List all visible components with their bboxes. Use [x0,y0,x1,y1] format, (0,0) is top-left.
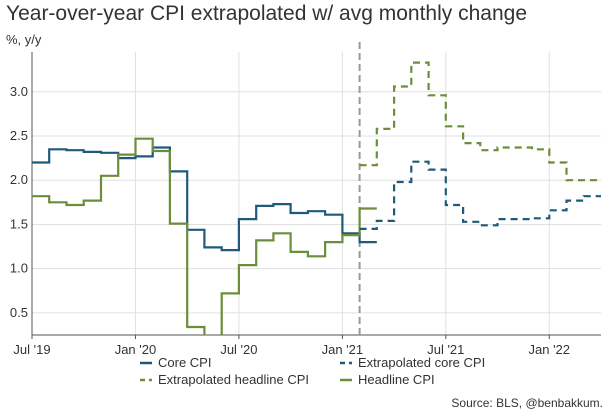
y-axis-unit-label: %, y/y [6,32,42,47]
y-tick-label: 1.0 [10,261,28,276]
source-note: Source: BLS, @benbakkum. [451,396,603,410]
y-tick-label: 0.5 [10,305,28,320]
legend-label-extrapolated-core-cpi: Extrapolated core CPI [358,355,485,370]
axes: 0.5 1.0 1.5 2.0 2.5 3.0 Jul '19 Jan '20 Jul '20 J… [10,42,601,357]
legend-label-core-cpi: Core CPI [158,355,211,370]
x-tick-label: Jan '21 [322,342,364,357]
legend: Core CPI Extrapolated core CPI Extrapolate… [140,355,485,387]
legend-label-extrapolated-headline-cpi: Extrapolated headline CPI [158,372,309,387]
y-tick-label: 2.0 [10,172,28,187]
y-tick-label: 2.5 [10,128,28,143]
series-line-core-cpi [32,146,377,252]
x-tick-label: Jan '20 [115,342,157,357]
series-line-extrapolated-headline-cpi [359,61,601,182]
series-line-extrapolated-core-cpi [359,160,601,230]
x-tick-label: Jan '22 [529,342,571,357]
chart-title: Year-over-year CPI extrapolated w/ avg m… [6,2,528,25]
y-tick-label: 3.0 [10,84,28,99]
legend-label-headline-cpi: Headline CPI [358,372,435,387]
x-tick-label: Jul '19 [13,342,50,357]
series-line-headline-cpi [32,137,377,335]
x-tick-label: Jul '21 [427,342,464,357]
gridlines [31,52,601,335]
series-lines [32,61,601,335]
y-tick-label: 1.5 [10,216,28,231]
x-tick-label: Jul '20 [220,342,257,357]
